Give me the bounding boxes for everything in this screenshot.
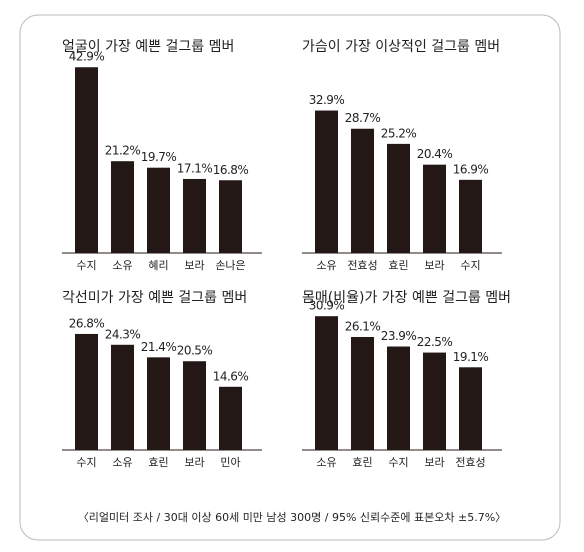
bar xyxy=(351,128,374,253)
value-label: 21.2% xyxy=(105,144,141,158)
value-label: 20.5% xyxy=(177,344,213,358)
bar xyxy=(183,361,206,450)
category-label: 민아 xyxy=(220,456,240,469)
value-label: 16.8% xyxy=(213,163,249,177)
category-label: 소유 xyxy=(316,456,336,469)
bar xyxy=(315,110,338,253)
value-label: 28.7% xyxy=(345,111,381,125)
value-label: 19.1% xyxy=(453,350,489,364)
category-label: 소유 xyxy=(316,259,336,272)
bar xyxy=(75,67,98,253)
bar xyxy=(111,161,134,253)
category-label: 수지 xyxy=(460,259,480,272)
category-label: 보라 xyxy=(184,259,204,272)
category-label: 보라 xyxy=(424,259,444,272)
category-label: 보라 xyxy=(424,456,444,469)
source-note: 〈리얼미터 조사 / 30대 이상 60세 미만 남성 300명 / 95% 신… xyxy=(78,510,506,524)
frame xyxy=(19,14,561,541)
value-label: 19.7% xyxy=(141,150,177,164)
category-label: 손나은 xyxy=(215,259,245,272)
value-label: 23.9% xyxy=(381,329,417,343)
bar xyxy=(147,167,170,253)
category-label: 소유 xyxy=(112,259,132,272)
bar xyxy=(423,352,446,450)
panel-title: 가슴이 가장 이상적인 걸그룹 멤버 xyxy=(302,39,500,55)
bar xyxy=(219,386,242,450)
panel-title: 각선미가 가장 예쁜 걸그룹 멤버 xyxy=(62,290,247,306)
panel-title: 몸매(비율)가 가장 예쁜 걸그룹 멤버 xyxy=(302,290,511,306)
category-label: 전효성 xyxy=(455,456,485,469)
category-label: 효린 xyxy=(352,456,372,469)
bar xyxy=(459,179,482,253)
bar xyxy=(111,344,134,450)
bar xyxy=(387,346,410,450)
bar xyxy=(459,367,482,450)
value-label: 21.4% xyxy=(141,340,177,354)
bar xyxy=(387,143,410,253)
category-label: 수지 xyxy=(76,456,96,469)
value-label: 26.8% xyxy=(69,316,105,330)
value-label: 17.1% xyxy=(177,161,213,175)
bar xyxy=(75,333,98,450)
category-label: 전효성 xyxy=(347,259,377,272)
category-label: 수지 xyxy=(388,456,408,469)
value-label: 22.5% xyxy=(417,335,453,349)
value-label: 26.1% xyxy=(345,319,381,333)
value-label: 24.3% xyxy=(105,327,141,341)
bar xyxy=(219,180,242,253)
category-label: 보라 xyxy=(184,456,204,469)
bar xyxy=(315,316,338,450)
value-label: 42.9% xyxy=(69,50,105,64)
category-label: 효린 xyxy=(388,259,408,272)
value-label: 16.9% xyxy=(453,162,489,176)
value-label: 32.9% xyxy=(309,93,345,107)
category-label: 수지 xyxy=(76,259,96,272)
category-label: 효린 xyxy=(148,456,168,469)
value-label: 20.4% xyxy=(417,147,453,161)
bar xyxy=(183,178,206,253)
value-label: 30.9% xyxy=(309,299,345,313)
bar xyxy=(423,164,446,253)
value-label: 14.6% xyxy=(213,369,249,383)
value-label: 25.2% xyxy=(381,126,417,140)
panel-title: 얼굴이 가장 예쁜 걸그룹 멤버 xyxy=(62,39,234,55)
category-label: 혜리 xyxy=(148,259,168,272)
bar xyxy=(351,336,374,450)
category-label: 소유 xyxy=(112,456,132,469)
bar xyxy=(147,357,170,450)
